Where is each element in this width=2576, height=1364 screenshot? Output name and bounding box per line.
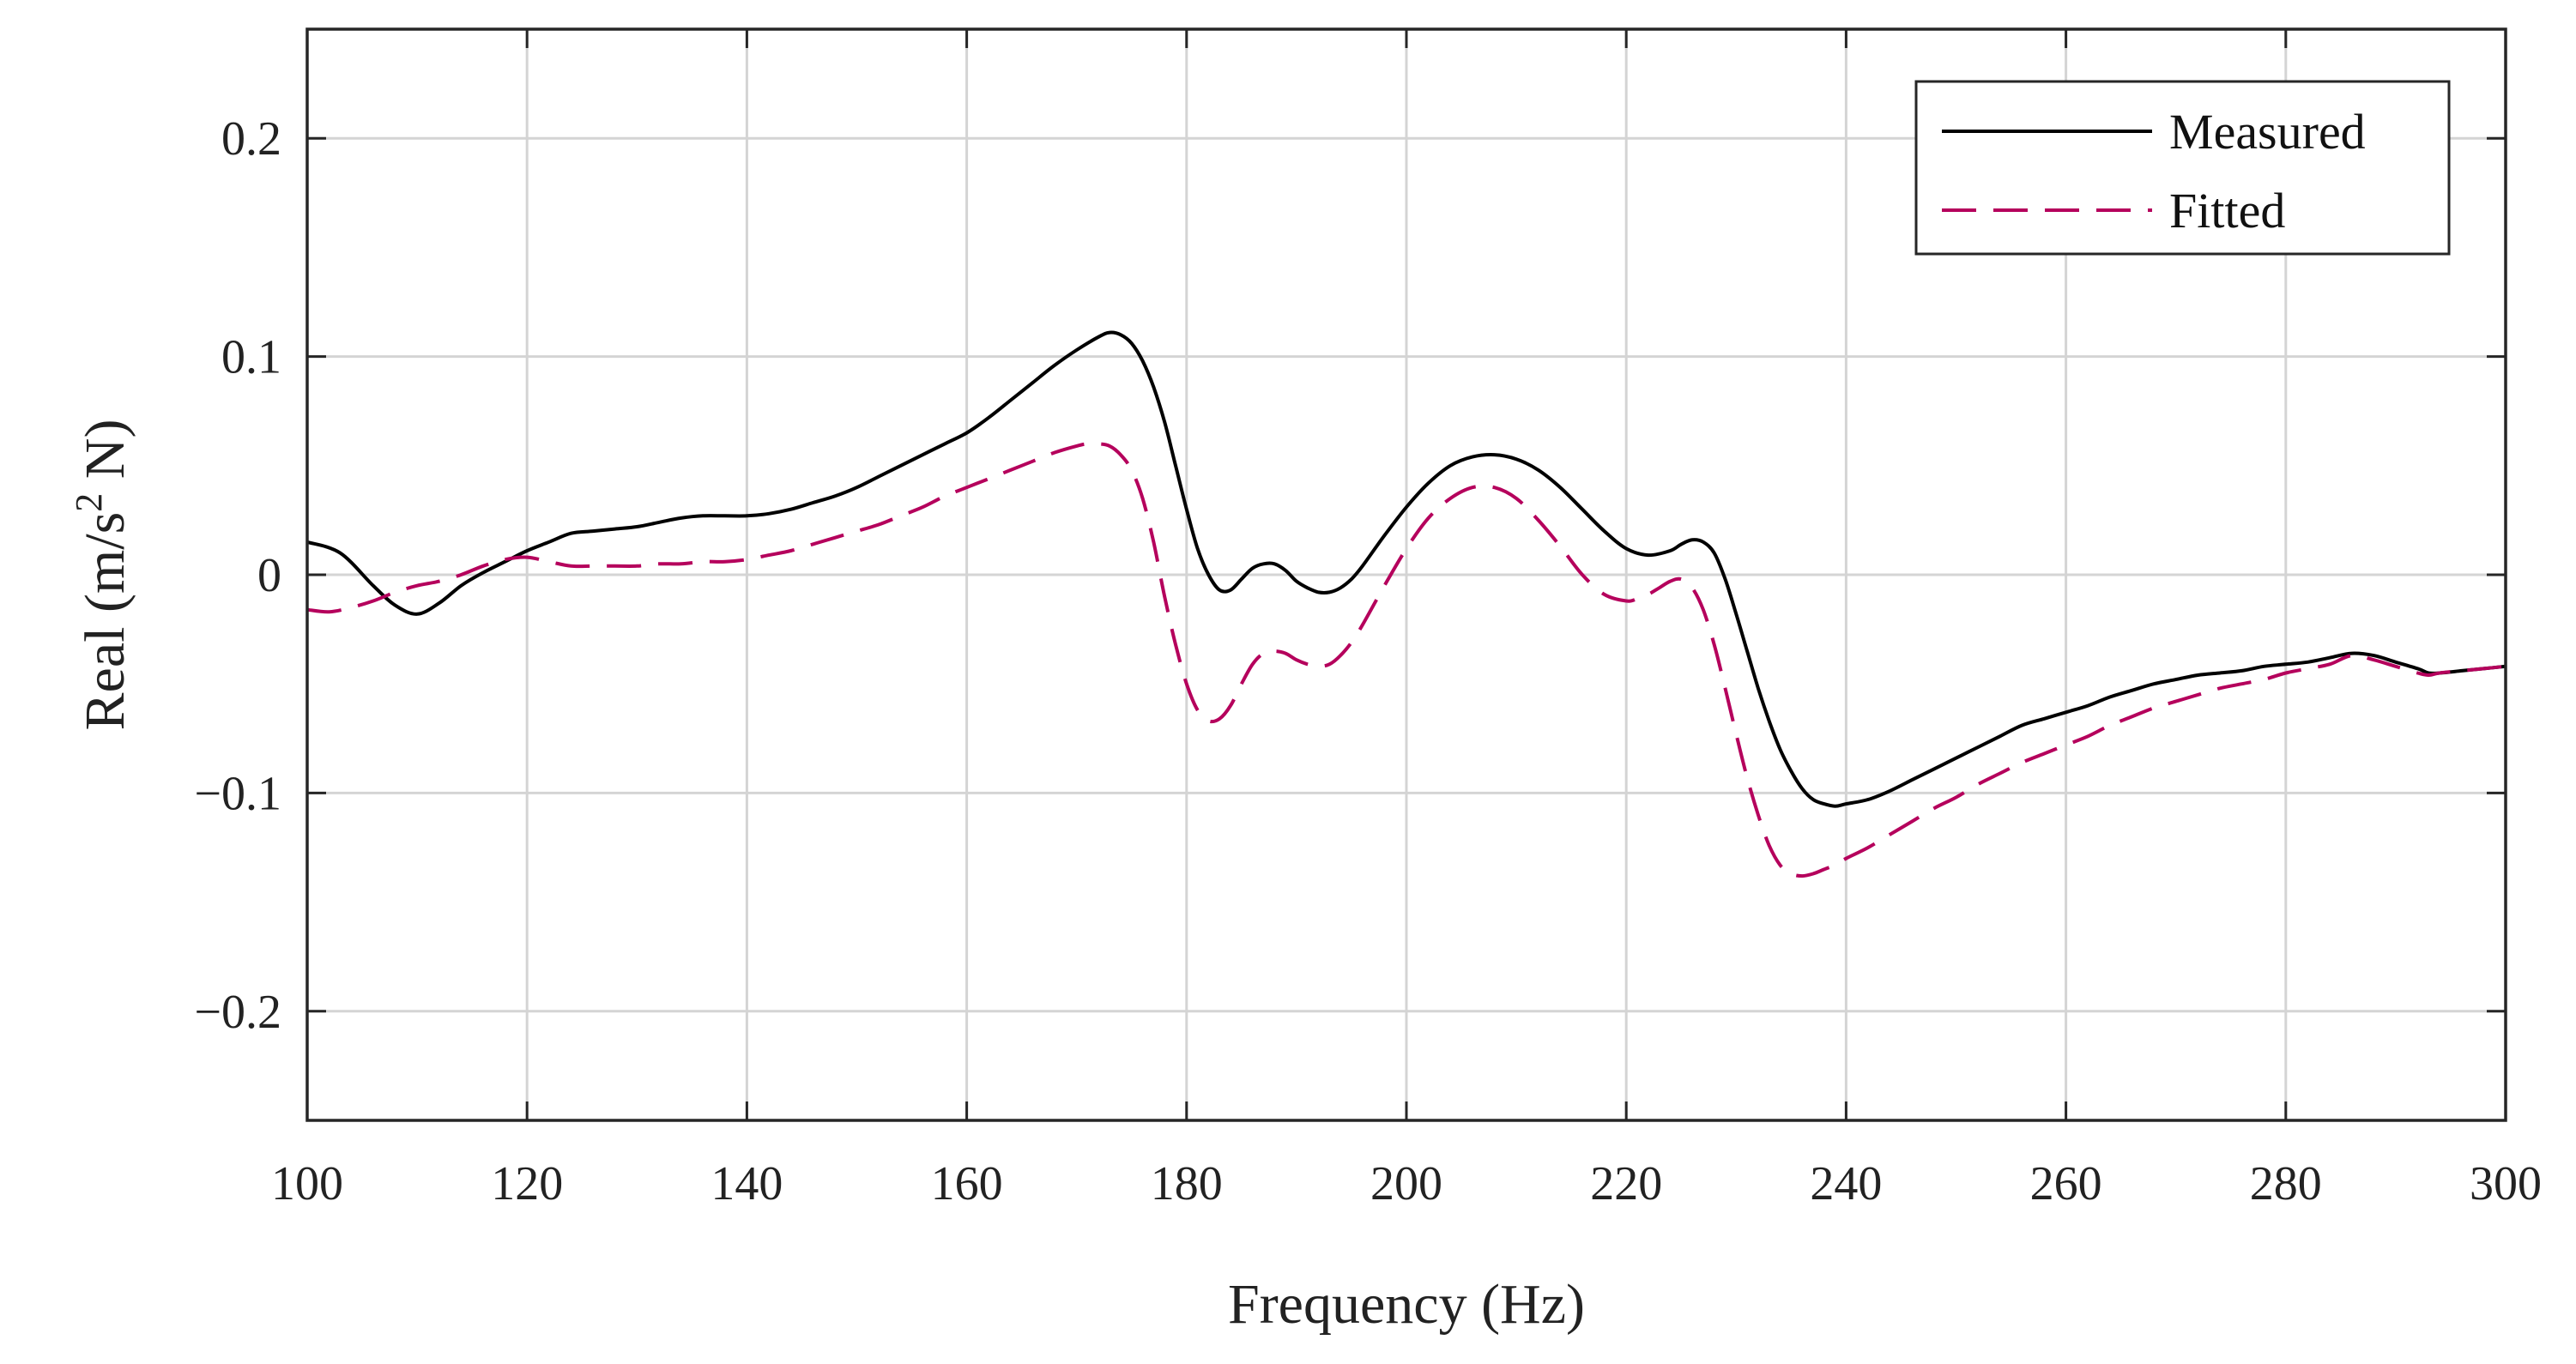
x-tick-label: 200 bbox=[1370, 1157, 1442, 1210]
x-tick-label: 300 bbox=[2470, 1157, 2542, 1210]
legend-label-fitted: Fitted bbox=[2169, 183, 2285, 238]
grid bbox=[307, 29, 2506, 1120]
x-tick-label: 140 bbox=[711, 1157, 783, 1210]
x-tick-label: 120 bbox=[491, 1157, 563, 1210]
y-tick-label: 0.2 bbox=[221, 112, 281, 166]
x-tick-label: 180 bbox=[1151, 1157, 1223, 1210]
x-tick-label: 260 bbox=[2030, 1157, 2102, 1210]
y-tick-label: −0.1 bbox=[194, 767, 281, 820]
y-tick-label: 0.1 bbox=[221, 331, 281, 384]
y-axis-label-main: Real (m/s bbox=[74, 512, 136, 731]
x-tick-label: 240 bbox=[1810, 1157, 1882, 1210]
legend-label-measured: Measured bbox=[2169, 104, 2366, 160]
x-tick-label: 220 bbox=[1590, 1157, 1662, 1210]
x-tick-label: 100 bbox=[271, 1157, 343, 1210]
y-tick-label: 0 bbox=[257, 549, 281, 602]
series-line-fitted bbox=[306, 442, 2506, 878]
legend: Measured Fitted bbox=[1914, 80, 2451, 256]
y-axis-label-superscript: 2 bbox=[68, 493, 110, 512]
legend-box bbox=[1914, 80, 2451, 256]
x-axis-label: Frequency (Hz) bbox=[1228, 1273, 1585, 1336]
y-axis-label: Real (m/s2 N) bbox=[68, 419, 136, 731]
tick-marks bbox=[305, 29, 2507, 1120]
tick-labels: 100 120 140 160 180 200 220 240 260 280 300 −0.2 −0.… bbox=[194, 112, 2542, 1210]
x-tick-label: 280 bbox=[2250, 1157, 2322, 1210]
y-axis-label-end: N) bbox=[74, 419, 136, 493]
x-tick-label: 160 bbox=[931, 1157, 1003, 1210]
y-tick-label: −0.2 bbox=[194, 986, 281, 1039]
series-layer bbox=[306, 330, 2506, 878]
series-line-measured bbox=[306, 330, 2506, 808]
